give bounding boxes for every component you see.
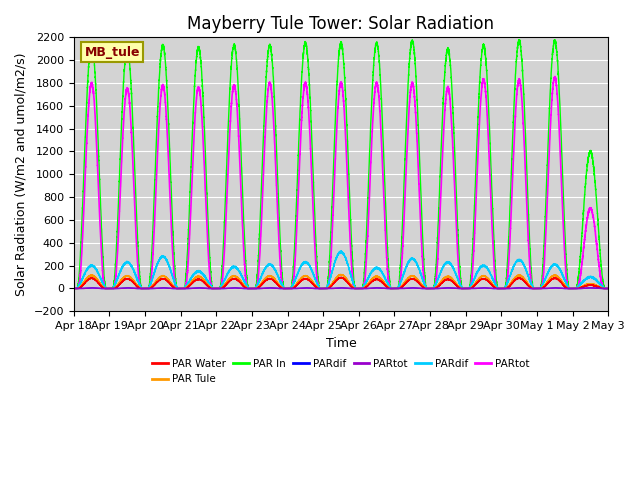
PAR In [70, 286, 77, 291]
PAR Tule [575, 285, 583, 290]
PAR Water [323, 286, 330, 291]
PAR In [252, 286, 259, 291]
PAR Tule [582, 282, 589, 288]
PARdif [575, 282, 583, 288]
PAR Tule [604, 286, 612, 291]
X-axis label: Time: Time [326, 336, 356, 349]
PARtot [476, 118, 483, 124]
PAR Tule [70, 286, 77, 291]
PARdif [604, 286, 612, 291]
Line: PAR In: PAR In [74, 40, 608, 288]
PARdif [70, 286, 77, 291]
PARtot [551, 73, 559, 79]
PARtot [604, 286, 612, 291]
PARdif [461, 286, 468, 291]
PAR Tule [476, 275, 483, 281]
PAR Tule [461, 286, 468, 291]
PARdif [582, 285, 589, 291]
PARtot [70, 286, 77, 291]
PARdif [476, 285, 483, 291]
Line: PARdif: PARdif [74, 251, 608, 288]
PARtot [88, 285, 95, 291]
PAR Water [252, 286, 259, 291]
PAR Water [582, 283, 589, 288]
PAR Water [575, 285, 583, 291]
PAR In [575, 266, 583, 272]
PARtot [582, 226, 589, 231]
PARtot [461, 286, 468, 291]
Line: PAR Water: PAR Water [74, 277, 608, 288]
PAR Water [337, 275, 345, 280]
PARtot [323, 286, 331, 291]
PARdif [252, 286, 259, 291]
PARtot [461, 286, 468, 291]
PAR In [476, 82, 483, 87]
Line: PARtot: PARtot [74, 76, 608, 288]
PAR Water [461, 286, 468, 291]
PAR In [582, 178, 589, 183]
PAR Water [604, 286, 612, 291]
PARtot [323, 286, 330, 291]
PARdif [323, 285, 330, 291]
PARdif [337, 248, 345, 254]
PARtot [582, 285, 589, 291]
PARdif [476, 266, 483, 272]
PARdif [252, 285, 259, 291]
PAR Tule [252, 286, 259, 291]
Y-axis label: Solar Radiation (W/m2 and umol/m2/s): Solar Radiation (W/m2 and umol/m2/s) [15, 53, 28, 296]
PARtot [575, 280, 583, 286]
PAR In [323, 286, 330, 291]
PARdif [575, 286, 583, 291]
Line: PAR Tule: PAR Tule [74, 275, 608, 288]
PAR Water [476, 277, 483, 283]
PARtot [252, 286, 259, 291]
PARdif [604, 286, 612, 291]
PARtot [476, 285, 483, 291]
PARdif [582, 276, 589, 282]
PARdif [70, 286, 77, 291]
PAR In [604, 286, 612, 291]
Text: MB_tule: MB_tule [84, 46, 140, 59]
PAR Tule [337, 272, 344, 277]
Legend: PAR Water, PAR Tule, PAR In, PARdif, PARtot, PARdif, PARtot: PAR Water, PAR Tule, PAR In, PARdif, PAR… [148, 355, 534, 388]
PAR Water [70, 286, 77, 291]
PARdif [323, 286, 331, 291]
PAR In [515, 37, 523, 43]
PARtot [70, 286, 77, 291]
PAR In [461, 286, 468, 291]
PARtot [252, 286, 259, 291]
PARdif [88, 285, 95, 291]
PARdif [461, 286, 468, 291]
PARtot [604, 286, 612, 291]
PARtot [575, 286, 583, 291]
PAR Tule [323, 286, 330, 291]
Title: Mayberry Tule Tower: Solar Radiation: Mayberry Tule Tower: Solar Radiation [188, 15, 495, 33]
